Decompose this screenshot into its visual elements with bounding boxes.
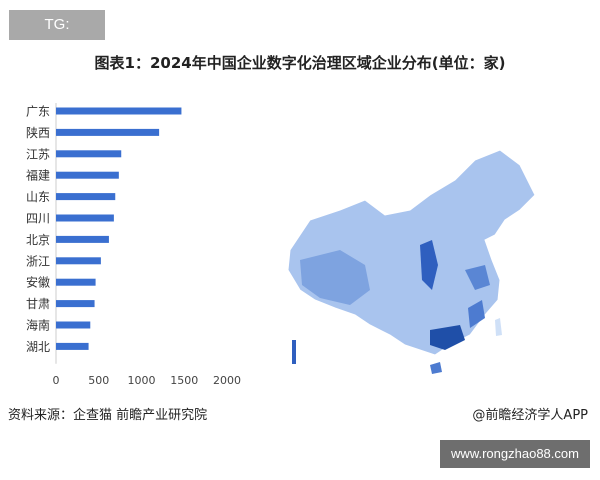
x-tick-label: 0 <box>53 374 60 387</box>
x-tick-label: 1500 <box>170 374 198 387</box>
bar <box>56 300 95 308</box>
x-tick-label: 500 <box>88 374 109 387</box>
bar <box>56 321 91 329</box>
bar <box>56 171 119 179</box>
map-region-guangdong <box>430 325 465 350</box>
category-label: 浙江 <box>26 254 50 268</box>
watermark-tag: TG: MYYJJPP <box>9 10 105 63</box>
category-label: 湖北 <box>26 339 50 354</box>
map-region-shaanxi <box>420 240 438 290</box>
bar <box>56 278 96 286</box>
map-region-jiangsu <box>465 265 490 290</box>
brand-note: @前瞻经济学人APP <box>472 408 588 423</box>
x-tick-label: 1000 <box>128 374 156 387</box>
url-watermark: www.rongzhao88.com <box>440 440 590 468</box>
category-label: 北京 <box>26 233 50 247</box>
bar <box>56 235 109 243</box>
map-region-taiwan <box>495 318 502 336</box>
bar <box>56 128 160 136</box>
bar <box>56 107 182 115</box>
category-label: 山东 <box>26 190 50 204</box>
source-note: 资料来源：企查猫 前瞻产业研究院 <box>8 408 208 423</box>
category-label: 甘肃 <box>26 297 50 311</box>
category-label: 海南 <box>26 318 50 333</box>
x-tick-label: 2000 <box>213 374 241 387</box>
map-region-hainan <box>430 362 442 374</box>
map-legend-gradient <box>292 340 296 364</box>
bar <box>56 257 101 265</box>
category-label: 陕西 <box>26 125 50 140</box>
category-label: 福建 <box>26 168 50 183</box>
bar <box>56 193 116 201</box>
bar <box>56 214 114 222</box>
chart-title: 图表1：2024年中国企业数字化治理区域企业分布(单位：家) <box>94 54 506 72</box>
category-label: 四川 <box>26 212 50 226</box>
category-label: 安徽 <box>26 275 50 290</box>
category-label: 广东 <box>26 105 50 119</box>
map-region-fujian <box>468 300 485 328</box>
china-map <box>287 149 536 374</box>
bar <box>56 150 122 158</box>
bar <box>56 342 89 350</box>
category-label: 江苏 <box>26 147 50 161</box>
map-region-mid <box>300 250 370 305</box>
